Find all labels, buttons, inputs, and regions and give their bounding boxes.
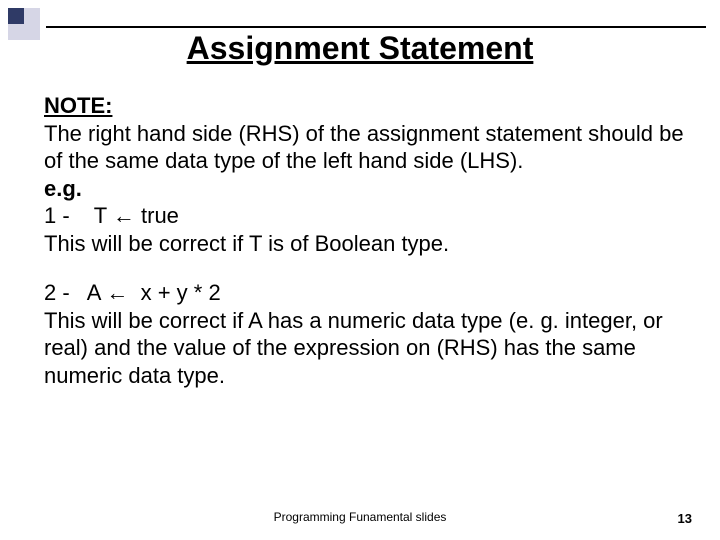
left-arrow-icon: ← — [106, 280, 128, 305]
example-1-line: 1 - T ← true — [44, 202, 690, 230]
slide-title: Assignment Statement — [0, 30, 720, 67]
page-number: 13 — [678, 511, 692, 526]
footer-text: Programming Funamental slides — [0, 510, 720, 524]
example-2-prefix: 2 - A — [44, 280, 106, 305]
corner-decoration-inner — [8, 8, 24, 24]
slide-body: NOTE: The right hand side (RHS) of the a… — [44, 92, 690, 389]
note-label: NOTE: — [44, 93, 112, 118]
example-1-prefix: 1 - T — [44, 203, 113, 228]
paragraph-1: The right hand side (RHS) of the assignm… — [44, 120, 690, 175]
example-1-explain: This will be correct if T is of Boolean … — [44, 230, 690, 258]
example-2-line: 2 - A ← x + y * 2 — [44, 279, 690, 307]
slide: Assignment Statement NOTE: The right han… — [0, 0, 720, 540]
left-arrow-icon: ← — [113, 203, 135, 228]
eg-label: e.g. — [44, 175, 690, 203]
top-horizontal-rule — [46, 26, 706, 28]
example-2-block: 2 - A ← x + y * 2 This will be correct i… — [44, 279, 690, 389]
example-2-suffix: x + y * 2 — [128, 280, 220, 305]
example-1-suffix: true — [135, 203, 179, 228]
example-2-explain: This will be correct if A has a numeric … — [44, 307, 690, 390]
